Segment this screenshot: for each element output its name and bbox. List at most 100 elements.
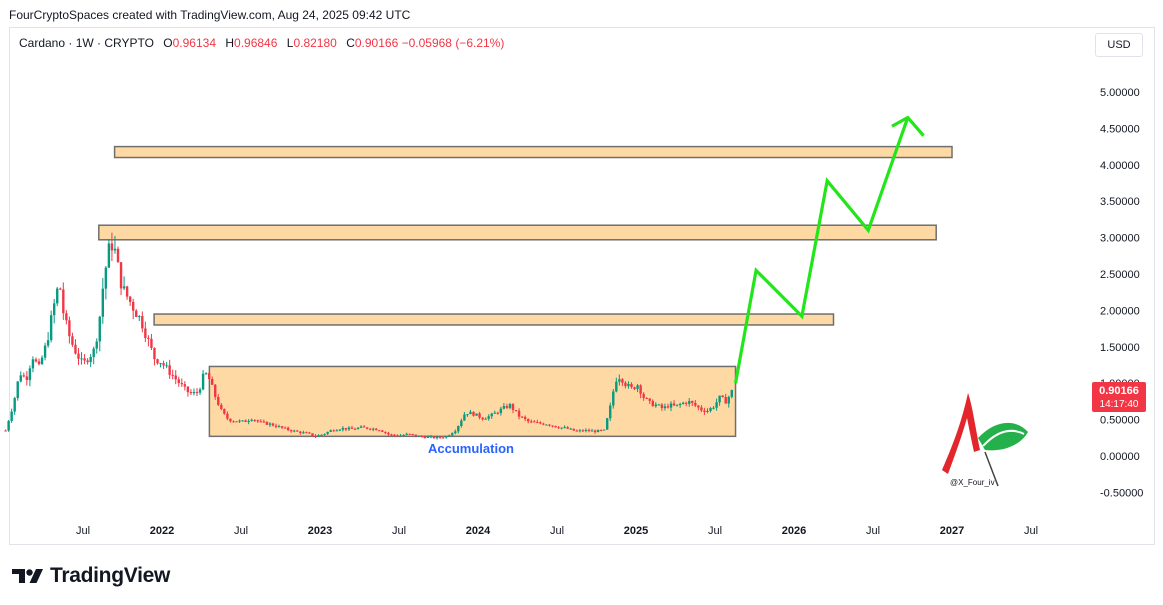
- candle-body: [675, 404, 679, 406]
- price-tick-label: 1.50000: [1100, 342, 1140, 354]
- candle-body: [80, 358, 83, 360]
- candle-body: [378, 430, 381, 432]
- tradingview-brand[interactable]: TradingView: [12, 564, 170, 588]
- time-axis[interactable]: Jul 2022 Jul 2023 Jul 2024 Jul 2025 Jul 2026 Jul 20…: [76, 525, 1038, 537]
- candle-body: [89, 356, 92, 363]
- candle-body: [150, 338, 153, 348]
- candle-body: [605, 418, 609, 430]
- candle-body: [116, 248, 120, 263]
- candle-body: [362, 426, 366, 428]
- price-tag-price: 0.90166: [1099, 385, 1139, 397]
- candle-body: [697, 405, 700, 408]
- candle-body: [259, 421, 263, 423]
- candle-body: [730, 390, 733, 397]
- candle-body: [214, 384, 217, 397]
- candle-body: [104, 267, 108, 289]
- candle-body: [666, 406, 670, 408]
- time-tick-label: Jul: [392, 525, 406, 537]
- candle-body: [174, 375, 177, 380]
- projection-arrowhead-icon: [891, 115, 925, 137]
- candle-body: [627, 383, 630, 387]
- candle-body: [402, 434, 405, 436]
- candle-body: [241, 420, 244, 422]
- candle-body: [332, 430, 335, 432]
- price-zone: [98, 224, 937, 241]
- candle-body: [429, 436, 433, 438]
- price-tick-label: 2.00000: [1100, 305, 1140, 317]
- candle-body: [119, 262, 123, 289]
- candle-body: [253, 419, 256, 421]
- candle-body: [703, 410, 706, 412]
- candle-body: [122, 286, 126, 289]
- candle-body: [533, 421, 536, 423]
- currency-button[interactable]: USD: [1095, 33, 1143, 57]
- candle-body: [587, 429, 591, 432]
- candle-body: [28, 368, 32, 380]
- candle-body: [10, 411, 13, 421]
- time-tick-label: Jul: [550, 525, 564, 537]
- candle-body: [596, 429, 600, 433]
- candle-body: [505, 406, 509, 408]
- candle-body: [171, 374, 174, 376]
- candle-body: [581, 430, 585, 432]
- candle-body: [210, 378, 214, 385]
- candle-body: [226, 413, 229, 419]
- candle-body: [159, 363, 162, 365]
- candle-body: [502, 406, 506, 409]
- candle-body: [372, 428, 375, 430]
- candle-body: [390, 434, 393, 436]
- candle-body: [426, 436, 430, 438]
- price-tick-label: 4.50000: [1100, 123, 1140, 135]
- close-label: C: [346, 36, 355, 50]
- candle-body: [22, 375, 26, 377]
- candle-body: [329, 430, 332, 432]
- candle-body: [545, 424, 548, 426]
- candle-body: [599, 429, 603, 431]
- candle-body: [235, 421, 238, 423]
- candle-body: [487, 416, 490, 419]
- price-tag-countdown: 14:17:40: [1100, 399, 1139, 410]
- price-tag-box: [1092, 382, 1146, 412]
- candle-body: [192, 392, 196, 394]
- candle-body: [59, 288, 62, 290]
- time-tick-label: Jul: [708, 525, 722, 537]
- symbol-name[interactable]: Cardano · 1W · CRYPTO: [19, 36, 154, 50]
- candle-body: [256, 420, 259, 422]
- candle-body: [74, 344, 77, 354]
- candle-body: [299, 431, 302, 434]
- candle-body: [83, 358, 86, 361]
- candle-body: [536, 422, 539, 424]
- candle-body: [609, 405, 612, 419]
- candle-body: [645, 398, 648, 400]
- candle-body: [672, 403, 676, 406]
- candle-body: [630, 383, 633, 388]
- candle-body: [469, 411, 472, 415]
- candle-body: [451, 433, 454, 436]
- price-tick-label: 3.00000: [1100, 233, 1140, 245]
- candle-body: [539, 422, 542, 424]
- candle-body: [135, 310, 138, 317]
- time-tick-label: Jul: [234, 525, 248, 537]
- candle-body: [621, 379, 624, 383]
- candle-body: [530, 421, 533, 423]
- candle-body: [344, 427, 348, 430]
- candle-body: [198, 389, 202, 393]
- candle-body: [381, 430, 384, 432]
- candle-body: [417, 435, 421, 437]
- candle-body: [308, 432, 311, 434]
- price-axis[interactable]: 5.00000 4.50000 4.00000 3.50000 3.00000 2.500…: [1100, 87, 1143, 499]
- candle-body: [551, 425, 554, 427]
- candle-body: [691, 401, 694, 403]
- candle-body: [688, 401, 691, 404]
- author-watermark: @X_Four_iv: [942, 393, 1028, 487]
- candle-body: [238, 420, 241, 422]
- candle-body: [396, 435, 399, 437]
- low-label: L: [286, 36, 294, 50]
- candle-body: [575, 430, 579, 432]
- candle-body: [31, 359, 35, 369]
- candle-body: [302, 432, 305, 434]
- candle-body: [724, 397, 727, 404]
- candle-body: [43, 345, 47, 358]
- candle-body: [250, 419, 253, 421]
- candle-body: [712, 407, 715, 409]
